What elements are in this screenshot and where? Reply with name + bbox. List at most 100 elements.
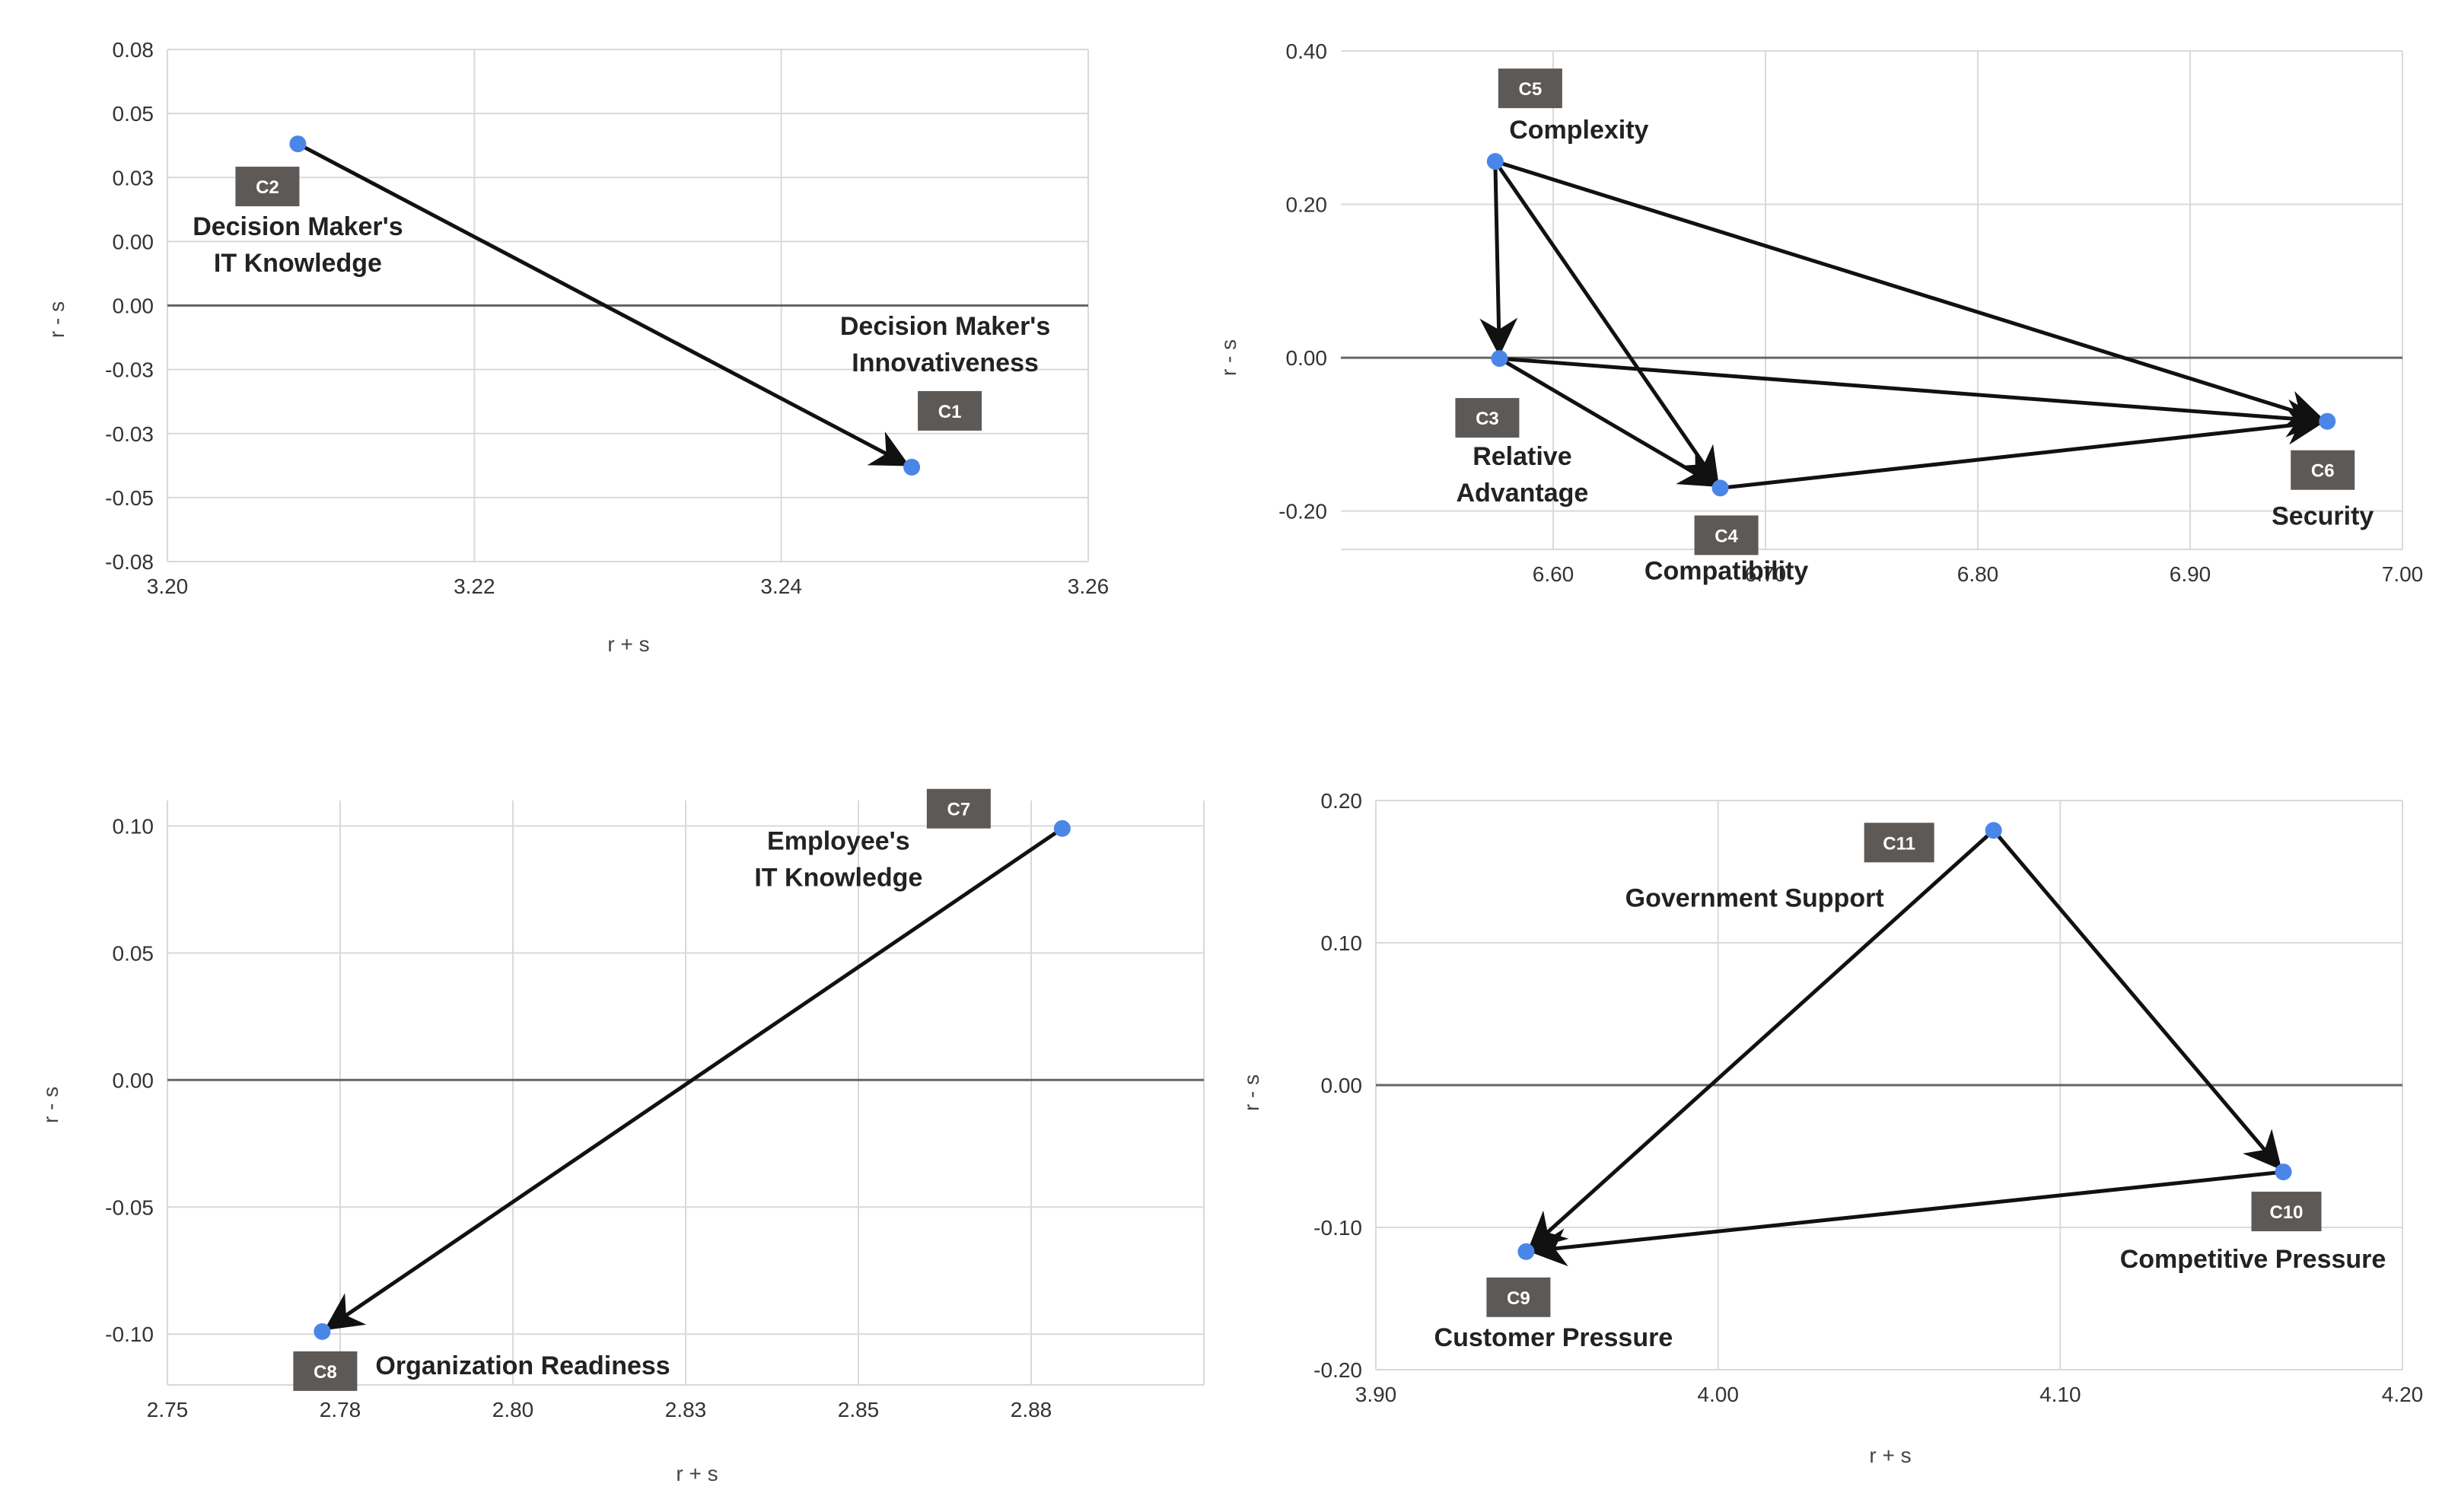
y-tick-label: 0.08 bbox=[113, 38, 154, 62]
data-point-c6 bbox=[2319, 412, 2336, 430]
code-label-c9: C9 bbox=[1507, 1288, 1530, 1309]
data-point-c11 bbox=[1985, 822, 2002, 839]
point-name-c2: Decision Maker's bbox=[193, 212, 403, 241]
code-label-c8: C8 bbox=[314, 1362, 337, 1383]
chart-panel-top-right: 6.60 6.70 6.80 6.90 7.00 0.40 0.20 0.00 -0.20 C5… bbox=[1217, 40, 2423, 586]
x-tick-label: 3.26 bbox=[1068, 575, 1110, 598]
y-tick-label: 0.05 bbox=[113, 102, 154, 126]
code-label-c3: C3 bbox=[1476, 409, 1499, 429]
arrow-c5-to-c4 bbox=[1493, 160, 1719, 486]
x-tick-label: 3.22 bbox=[454, 575, 495, 598]
y-tick-label: -0.03 bbox=[105, 422, 154, 446]
points bbox=[1517, 822, 2292, 1260]
grid: 3.20 3.22 3.24 3.26 0.08 0.05 0.03 0.00 0.00 -0.0… bbox=[105, 38, 1109, 598]
y-tick-label: -0.05 bbox=[105, 486, 154, 510]
points bbox=[289, 135, 921, 476]
x-tick-label: 6.70 bbox=[1745, 562, 1787, 586]
y-tick-label: 0.03 bbox=[113, 166, 154, 189]
point-name-c1: Innovativeness bbox=[852, 349, 1039, 377]
point-labels: C7 Employee's IT Knowledge C8 Organization R… bbox=[293, 788, 991, 1391]
y-tick-label: 0.00 bbox=[113, 294, 154, 318]
x-tick-label: 3.24 bbox=[760, 575, 802, 598]
code-badge-c5 bbox=[1498, 68, 1562, 109]
point-name-c9: Customer Pressure bbox=[1434, 1323, 1673, 1352]
point-name-c7: IT Knowledge bbox=[754, 864, 922, 893]
point-name-c7: Employee's bbox=[767, 827, 910, 856]
point-name-c1: Decision Maker's bbox=[840, 312, 1050, 341]
x-tick-label: 3.20 bbox=[147, 575, 189, 598]
x-tick-label: 2.78 bbox=[320, 1398, 361, 1421]
arrow-c3-to-c6 bbox=[1499, 356, 2326, 438]
arrows bbox=[1527, 829, 2284, 1267]
x-tick-label: 6.80 bbox=[1957, 562, 1999, 586]
data-point-c9 bbox=[1517, 1243, 1535, 1260]
code-label-c2: C2 bbox=[256, 177, 279, 198]
x-tick-label: 2.80 bbox=[492, 1398, 534, 1421]
arrow-c11-to-c9 bbox=[1527, 829, 1995, 1250]
grid: 6.60 6.70 6.80 6.90 7.00 0.40 0.20 0.00 -0.20 bbox=[1278, 40, 2423, 586]
code-label-c6: C6 bbox=[2311, 461, 2335, 482]
code-badge-c6 bbox=[2291, 450, 2355, 490]
points bbox=[1486, 153, 2336, 497]
point-name-c4: Compatibility bbox=[1645, 556, 1808, 585]
y-tick-label: -0.20 bbox=[1278, 500, 1327, 524]
code-badge-c2 bbox=[235, 167, 300, 207]
x-tick-label: 7.00 bbox=[2382, 562, 2424, 586]
code-label-c4: C4 bbox=[1715, 526, 1738, 546]
x-tick-label: 2.83 bbox=[665, 1398, 707, 1421]
point-labels: C5 Complexity C3 Relative Advantage C4 Compati… bbox=[1455, 68, 2374, 585]
x-tick-label: 2.75 bbox=[147, 1398, 189, 1421]
y-tick-label: -0.10 bbox=[105, 1323, 154, 1346]
y-tick-label: 0.00 bbox=[113, 230, 154, 253]
data-point-c7 bbox=[1053, 820, 1071, 837]
code-label-c1: C1 bbox=[938, 402, 962, 422]
arrow-c7-to-c8 bbox=[323, 826, 1064, 1331]
data-point-c8 bbox=[314, 1323, 331, 1340]
chart-panel-bottom-left: 2.75 2.78 2.80 2.83 2.85 2.88 0.10 0.05 0.00 -0.0… bbox=[39, 788, 1205, 1485]
arrow-c10-to-c9 bbox=[1528, 1170, 2284, 1267]
code-label-c7: C7 bbox=[947, 800, 971, 820]
data-point-c2 bbox=[289, 135, 307, 153]
y-tick-label: 0.00 bbox=[1321, 1074, 1363, 1097]
point-name-c3: Relative bbox=[1473, 442, 1571, 471]
arrow-c5-to-c6 bbox=[1495, 159, 2326, 428]
arrow-c5-to-c3 bbox=[1479, 161, 1518, 357]
code-badge-c3 bbox=[1455, 398, 1520, 438]
arrow-c3-to-c4 bbox=[1498, 356, 1718, 487]
code-badge-c11 bbox=[1864, 823, 1934, 863]
x-axis-label: r + s bbox=[676, 1462, 718, 1485]
y-tick-label: -0.05 bbox=[105, 1195, 154, 1219]
x-tick-label: 3.90 bbox=[1355, 1383, 1397, 1406]
point-name-c10: Competitive Pressure bbox=[2120, 1245, 2386, 1274]
chart-panel-bottom-right: 3.90 4.00 4.10 4.20 0.20 0.10 0.00 -0.10 -0.20 C… bbox=[1240, 789, 2423, 1467]
x-axis-label: r + s bbox=[607, 632, 649, 656]
code-badge-c7 bbox=[926, 788, 991, 829]
arrows bbox=[1479, 159, 2326, 490]
data-point-c5 bbox=[1486, 153, 1504, 170]
y-tick-label: 0.20 bbox=[1321, 789, 1363, 813]
point-labels: C11 Government Support C10 Competitive Pres… bbox=[1434, 823, 2386, 1352]
code-badge-c9 bbox=[1486, 1277, 1551, 1317]
code-badge-c10 bbox=[2251, 1192, 2322, 1232]
code-badge-c8 bbox=[293, 1351, 358, 1391]
x-tick-label: 6.60 bbox=[1533, 562, 1574, 586]
grid: 2.75 2.78 2.80 2.83 2.85 2.88 0.10 0.05 0.00 -0.0… bbox=[105, 801, 1205, 1421]
y-tick-label: 0.40 bbox=[1286, 40, 1328, 63]
points bbox=[314, 820, 1071, 1340]
y-tick-label: 0.10 bbox=[113, 814, 154, 838]
y-axis-label: r - s bbox=[39, 1087, 62, 1123]
x-tick-label: 6.90 bbox=[2170, 562, 2211, 586]
code-label-c10: C10 bbox=[2270, 1202, 2304, 1223]
point-name-c8: Organization Readiness bbox=[375, 1351, 670, 1380]
point-name-c11: Government Support bbox=[1625, 883, 1884, 912]
y-tick-label: -0.10 bbox=[1313, 1216, 1362, 1240]
point-labels: C2 Decision Maker's IT Knowledge C1 Decision… bbox=[193, 167, 1050, 431]
arrow-c2-to-c1 bbox=[297, 142, 910, 466]
x-tick-label: 2.85 bbox=[838, 1398, 880, 1421]
x-tick-label: 4.00 bbox=[1697, 1383, 1739, 1406]
y-tick-label: 0.10 bbox=[1321, 931, 1363, 955]
arrows bbox=[297, 142, 910, 466]
grid: 3.90 4.00 4.10 4.20 0.20 0.10 0.00 -0.10 -0.20 bbox=[1313, 789, 2423, 1406]
data-point-c1 bbox=[903, 458, 921, 476]
code-label-c11: C11 bbox=[1883, 833, 1915, 854]
